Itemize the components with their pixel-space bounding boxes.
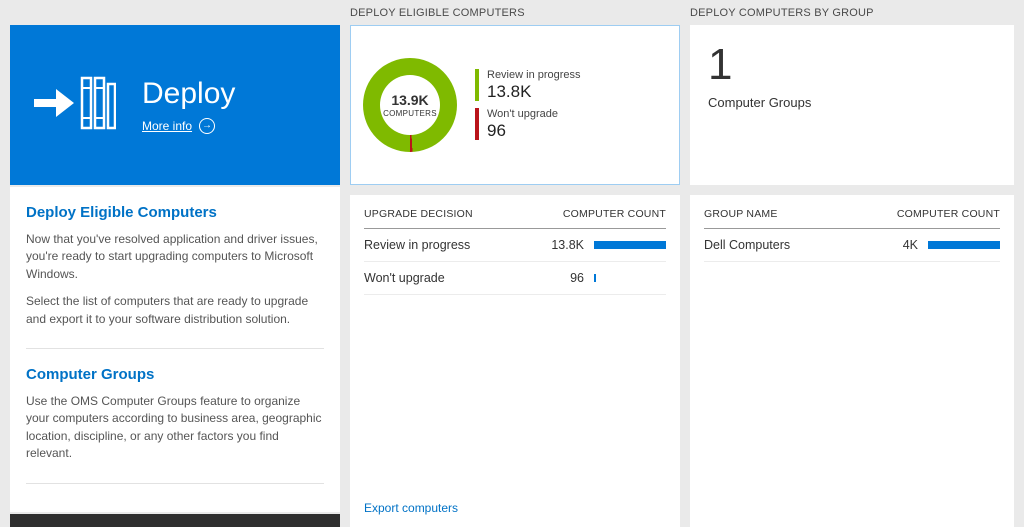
computers-by-group-column: DEPLOY COMPUTERS BY GROUP 1 Computer Gro… [690, 0, 1014, 527]
left-column: Deploy More info → Deploy Eligible Compu… [10, 0, 340, 527]
eligible-computers-chart-tile[interactable]: 13.9K COMPUTERS Review in progress 13.8K… [350, 25, 680, 185]
section-heading: Deploy Eligible Computers [26, 204, 217, 221]
export-computers-link[interactable]: Export computers [364, 501, 459, 515]
column-header-computer-count: COMPUTER COUNT [896, 208, 1000, 220]
row-bar-track [928, 241, 1000, 249]
legend-label: Won't upgrade [487, 108, 559, 120]
section-heading: Computer Groups [26, 365, 155, 383]
row-bar-track [594, 241, 666, 249]
donut-legend: Review in progress 13.8K Won't upgrade 9… [475, 69, 581, 141]
row-label: Review in progress [364, 238, 471, 252]
section-computer-groups: Computer Groups Use the OMS Computer Gro… [26, 347, 324, 483]
deploy-tile-title: Deploy [142, 76, 236, 110]
row-bar [928, 241, 1000, 249]
column-header: DEPLOY COMPUTERS BY GROUP [690, 7, 874, 19]
table-header-row: GROUP NAME COMPUTER COUNT [704, 195, 1000, 229]
row-bar [594, 274, 597, 282]
collapsed-tile-strip [10, 514, 340, 527]
more-info-arrow-icon[interactable]: → [199, 117, 216, 134]
upgrade-decision-table-panel: UPGRADE DECISION COMPUTER COUNT Review i… [350, 195, 680, 527]
legend-label: Review in progress [487, 69, 581, 81]
left-column-header-spacer [10, 0, 340, 25]
column-header-computer-count: COMPUTER COUNT [562, 208, 666, 220]
column-header-upgrade-decision: UPGRADE DECISION [364, 208, 473, 220]
upgrade-decision-donut-chart[interactable]: 13.9K COMPUTERS [363, 58, 457, 152]
group-count-label: Computer Groups [708, 95, 812, 111]
legend-swatch-green [475, 69, 479, 101]
legend-value: 13.8K [487, 82, 532, 101]
row-value: 96 [570, 271, 584, 285]
table-row[interactable]: Dell Computers 4K [704, 229, 1000, 262]
row-label: Won't upgrade [364, 271, 445, 285]
table-header-row: UPGRADE DECISION COMPUTER COUNT [364, 195, 666, 229]
more-info-link[interactable]: More info [142, 118, 193, 133]
section-deploy-eligible-computers: Deploy Eligible Computers Now that you'v… [26, 187, 324, 348]
panel-spacer [704, 262, 1000, 527]
legend-item-wont-upgrade: Won't upgrade 96 [475, 108, 581, 141]
legend-item-review-in-progress: Review in progress 13.8K [475, 69, 581, 102]
row-bar-track [594, 274, 666, 282]
table-row[interactable]: Won't upgrade 96 [364, 262, 666, 295]
row-label: Dell Computers [704, 238, 791, 252]
legend-value: 96 [487, 121, 506, 140]
deploy-blade-tile[interactable]: Deploy More info → [10, 25, 340, 185]
row-bar [594, 241, 666, 249]
section-paragraph: Select the list of computers that are re… [26, 294, 309, 326]
section-divider [26, 482, 324, 512]
donut-center-value: 13.9K [391, 92, 429, 108]
deploy-description-panel: Deploy Eligible Computers Now that you'v… [10, 187, 340, 512]
column-header: DEPLOY ELIGIBLE COMPUTERS [350, 7, 525, 19]
computer-groups-count-tile[interactable]: 1 Computer Groups [690, 25, 1014, 185]
deploy-icon [32, 72, 117, 139]
deploy-eligible-column: DEPLOY ELIGIBLE COMPUTERS 13.9K COMPUTER… [350, 0, 680, 527]
legend-swatch-red [475, 108, 479, 140]
donut-center-label: COMPUTERS [383, 109, 437, 118]
section-paragraph: Now that you've resolved application and… [26, 232, 318, 281]
group-count-value: 1 [708, 40, 733, 89]
donut-center: 13.9K COMPUTERS [380, 75, 440, 135]
row-value: 13.8K [551, 238, 584, 252]
group-table-panel: GROUP NAME COMPUTER COUNT Dell Computers… [690, 195, 1014, 527]
table-row[interactable]: Review in progress 13.8K [364, 229, 666, 262]
row-value: 4K [902, 238, 918, 252]
section-paragraph: Use the OMS Computer Groups feature to o… [26, 393, 322, 461]
column-header-group-name: GROUP NAME [704, 208, 778, 220]
panel-spacer [364, 295, 666, 491]
